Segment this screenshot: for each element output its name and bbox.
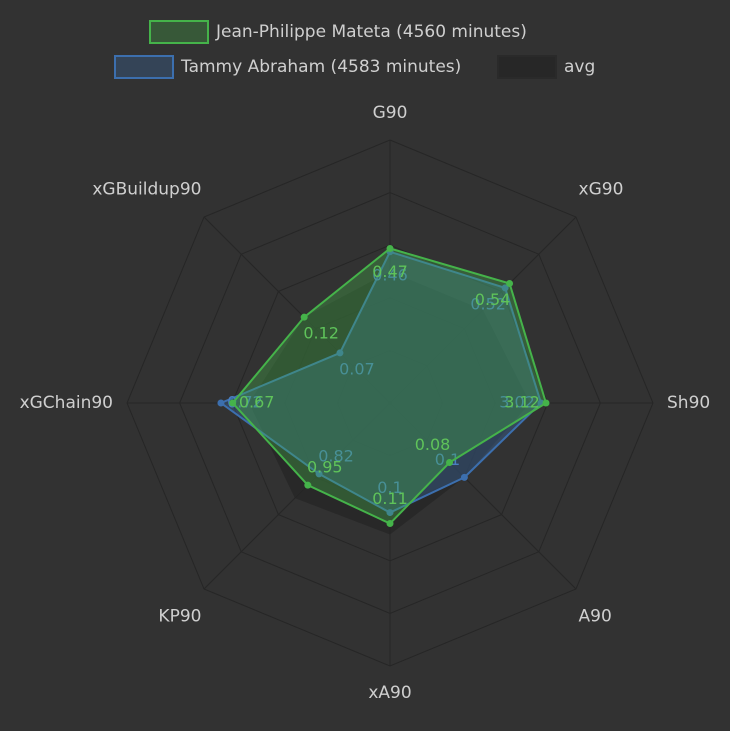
axis-label: A90: [579, 607, 612, 627]
data-label: 0.52: [470, 294, 506, 313]
data-point: [542, 399, 550, 407]
data-point: [446, 459, 454, 467]
axis-label: Sh90: [667, 393, 710, 413]
data-point: [304, 481, 312, 489]
data-label: 0.1: [377, 478, 402, 497]
data-label: 0.08: [415, 435, 451, 454]
data-point: [460, 473, 468, 481]
radar-area: [249, 271, 530, 535]
axis-label: G90: [373, 103, 408, 123]
axis-label: xGChain90: [20, 393, 113, 413]
data-label: 0.67: [239, 393, 275, 412]
data-label: 0.47: [372, 262, 408, 281]
axis-label: xGBuildup90: [92, 179, 201, 199]
axis-label: xG90: [579, 179, 624, 199]
legend-swatch: [149, 20, 209, 44]
data-label: 0.82: [318, 446, 354, 465]
data-point: [501, 284, 509, 292]
legend-text: avg: [564, 57, 595, 77]
data-label: 0.11: [372, 489, 408, 508]
data-point: [386, 520, 394, 528]
data-label: 0.46: [372, 265, 408, 284]
data-point: [386, 509, 394, 517]
data-label: 0.1: [435, 450, 460, 469]
legend-text: Jean-Philippe Mateta (4560 minutes): [215, 22, 527, 42]
data-point: [229, 399, 237, 407]
legend-swatch: [114, 55, 174, 79]
legend-text: Tammy Abraham (4583 minutes): [180, 57, 461, 77]
data-point: [386, 244, 394, 252]
data-label: 0.95: [307, 458, 343, 477]
data-point: [506, 279, 514, 287]
data-point: [315, 470, 323, 478]
data-point: [217, 399, 225, 407]
data-label: 3.02: [499, 393, 535, 412]
axis-label: KP90: [158, 607, 201, 627]
data-label: 0.54: [475, 290, 511, 309]
legend-swatch: [497, 55, 557, 79]
axis-label: xA90: [368, 683, 411, 703]
data-label: 3.12: [504, 393, 540, 412]
data-point: [300, 313, 308, 321]
data-label: 0.12: [303, 324, 339, 343]
data-point: [336, 349, 344, 357]
data-label: 0.07: [339, 359, 375, 378]
